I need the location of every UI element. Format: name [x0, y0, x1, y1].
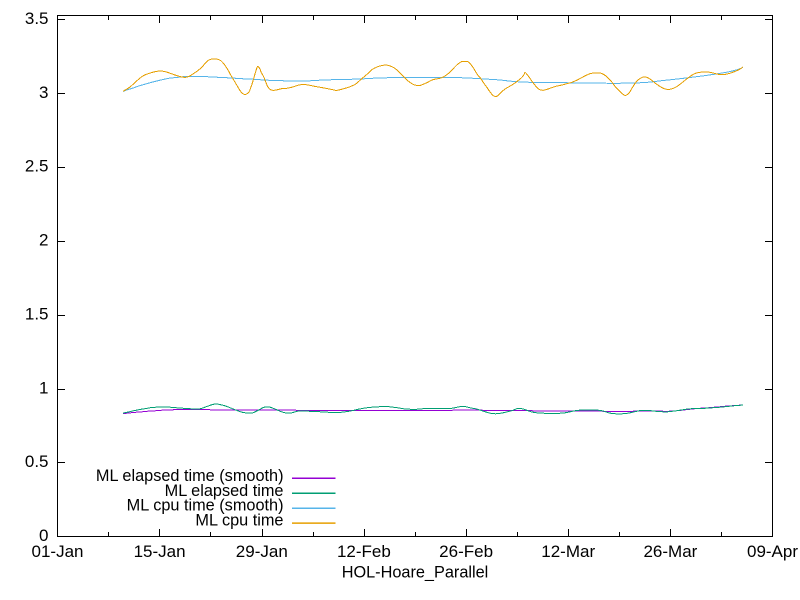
svg-text:12-Mar: 12-Mar	[541, 542, 595, 561]
svg-text:ML cpu time (smooth): ML cpu time (smooth)	[127, 497, 284, 515]
svg-text:01-Jan: 01-Jan	[32, 542, 84, 561]
svg-text:09-Apr: 09-Apr	[747, 542, 798, 561]
svg-text:15-Jan: 15-Jan	[134, 542, 186, 561]
svg-text:1: 1	[39, 378, 48, 397]
svg-text:HOL-Hoare_Parallel: HOL-Hoare_Parallel	[342, 563, 489, 581]
svg-text:3.5: 3.5	[25, 9, 49, 28]
svg-text:0.5: 0.5	[25, 452, 49, 471]
svg-text:2: 2	[39, 231, 48, 250]
svg-text:29-Jan: 29-Jan	[236, 542, 288, 561]
svg-text:26-Feb: 26-Feb	[439, 542, 493, 561]
svg-text:ML elapsed time (smooth): ML elapsed time (smooth)	[96, 467, 284, 485]
svg-text:26-Mar: 26-Mar	[643, 542, 697, 561]
svg-text:ML elapsed time: ML elapsed time	[165, 482, 284, 500]
svg-text:12-Feb: 12-Feb	[337, 542, 391, 561]
svg-text:0: 0	[39, 526, 48, 545]
svg-text:3: 3	[39, 83, 48, 102]
svg-text:2.5: 2.5	[25, 157, 49, 176]
svg-text:ML cpu time: ML cpu time	[195, 511, 283, 529]
svg-text:1.5: 1.5	[25, 304, 49, 323]
